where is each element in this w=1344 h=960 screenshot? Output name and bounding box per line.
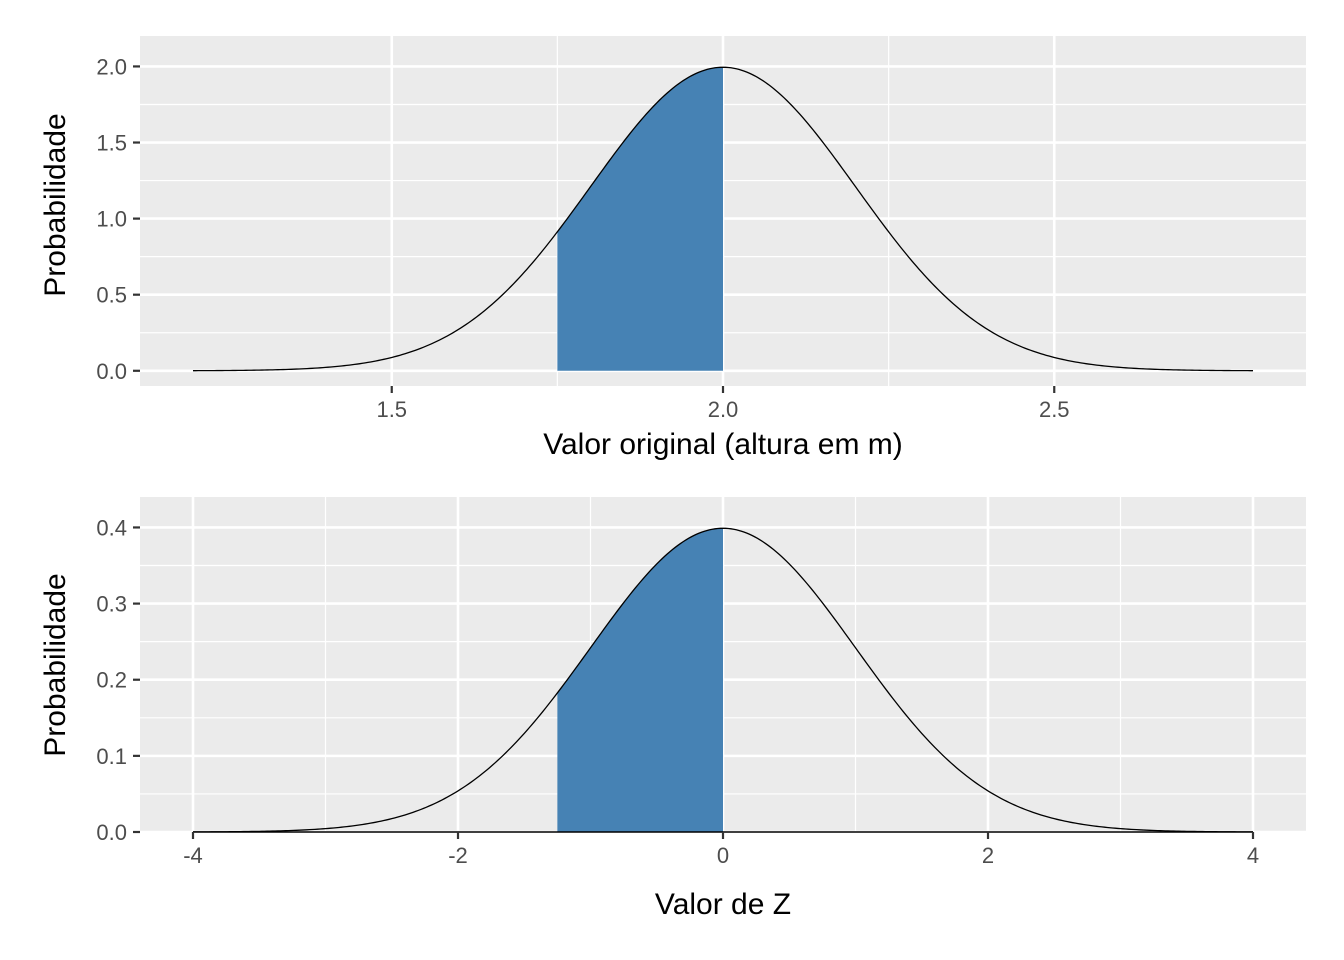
- x-tick-label: 2.0: [708, 397, 739, 422]
- y-axis-title: Probabilidade: [39, 573, 72, 756]
- density-curve: [192, 527, 1254, 833]
- density-curve: [192, 66, 1254, 372]
- y-tick-label: 0.1: [96, 744, 127, 769]
- x-tick-label: -4: [183, 843, 203, 868]
- y-tick-label: 0.0: [96, 820, 127, 845]
- y-axis-title: Probabilidade: [39, 113, 72, 296]
- panel-z-values: -4 -2 0 2 4 0.0 0.1 0.2 0.3 0.4 Valor de Z Probab…: [39, 497, 1306, 921]
- y-tick-label: 0.2: [96, 668, 127, 693]
- shaded-area: [557, 67, 723, 371]
- x-tick-label: 1.5: [376, 397, 407, 422]
- x-tick-label: 2: [982, 843, 994, 868]
- plot-marks: [192, 66, 1254, 372]
- x-tick-label: 2.5: [1039, 397, 1070, 422]
- x-tick-label: 0: [717, 843, 729, 868]
- y-tick-label: 1.0: [96, 207, 127, 232]
- tick-labels: 1.5 2.0 2.5 0.0 0.5 1.0 1.5 2.0: [96, 54, 1069, 422]
- tick-labels: -4 -2 0 2 4 0.0 0.1 0.2 0.3 0.4: [96, 515, 1259, 868]
- y-tick-label: 0.4: [96, 515, 127, 540]
- y-tick-label: 0.5: [96, 283, 127, 308]
- x-tick-label: -2: [448, 843, 468, 868]
- panel-original-values: 1.5 2.0 2.5 0.0 0.5 1.0 1.5 2.0 Valor original …: [39, 36, 1306, 461]
- y-tick-label: 1.5: [96, 131, 127, 156]
- x-axis-title: Valor de Z: [655, 888, 791, 921]
- shaded-area: [557, 528, 723, 832]
- y-tick-label: 2.0: [96, 54, 127, 79]
- y-tick-label: 0.3: [96, 592, 127, 617]
- x-tick-label: 4: [1247, 843, 1259, 868]
- y-tick-label: 0.0: [96, 359, 127, 384]
- x-axis-title: Valor original (altura em m): [543, 428, 903, 461]
